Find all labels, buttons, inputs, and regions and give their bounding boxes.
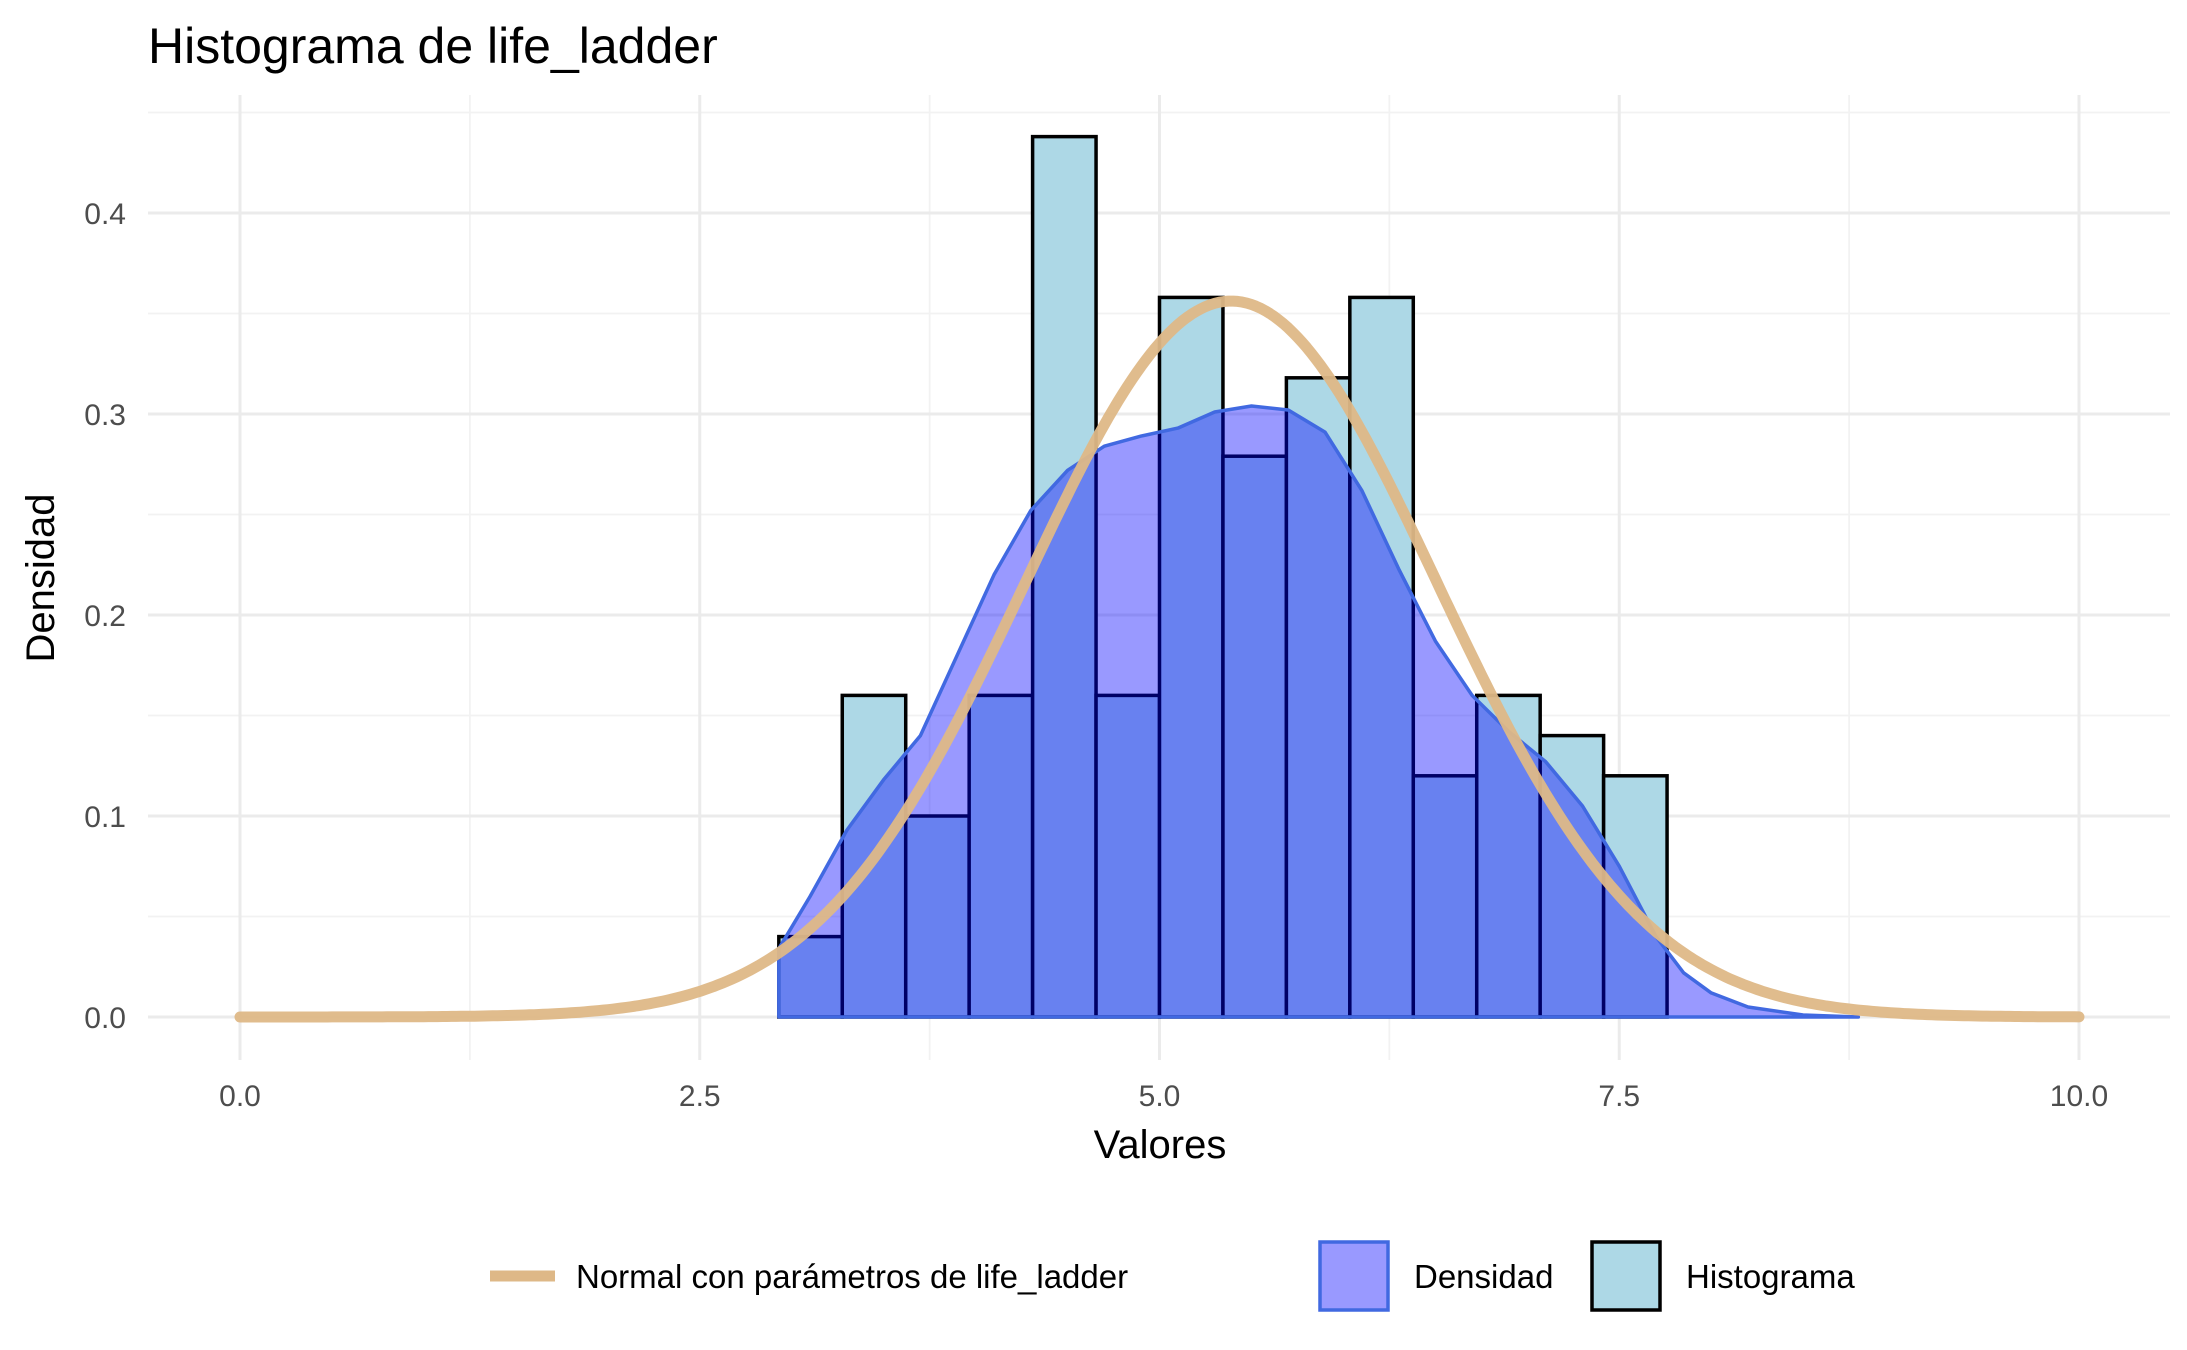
x-axis-title: Valores — [1094, 1123, 1227, 1167]
x-tick-label: 5.0 — [1139, 1080, 1181, 1113]
legend-label-histogram: Histograma — [1686, 1258, 1855, 1295]
legend-key-density — [1318, 1240, 1390, 1312]
y-tick-label: 0.3 — [84, 399, 126, 432]
x-tick-label: 2.5 — [679, 1080, 721, 1113]
histogram-bar — [1411, 774, 1479, 1019]
y-tick-label: 0.4 — [84, 198, 126, 231]
x-tick-label: 0.0 — [219, 1080, 261, 1113]
y-axis-ticks: 0.0 0.1 0.2 0.3 0.4 — [84, 198, 126, 1035]
x-axis-ticks: 0.0 2.5 5.0 7.5 10.0 — [219, 1080, 2108, 1113]
legend-label-density: Densidad — [1414, 1258, 1553, 1295]
x-tick-label: 10.0 — [2050, 1080, 2108, 1113]
legend-label-normal: Normal con parámetros de life_ladder — [576, 1258, 1128, 1295]
x-tick-label: 7.5 — [1598, 1080, 1640, 1113]
histogram-bar — [1284, 376, 1352, 1019]
legend-key-histogram — [1590, 1240, 1662, 1312]
y-tick-label: 0.0 — [84, 1002, 126, 1035]
histogram-bar — [967, 693, 1035, 1019]
y-axis-title: Densidad — [19, 493, 63, 662]
histogram-bar — [903, 814, 971, 1019]
histogram-bar — [1030, 134, 1098, 1019]
density-area — [777, 404, 1861, 1019]
histogram-bar — [1348, 295, 1416, 1019]
normal-series — [234, 295, 2085, 1023]
histogram-bar — [1157, 295, 1225, 1019]
y-tick-label: 0.1 — [84, 801, 126, 834]
chart-title: Histograma de life_ladder — [148, 18, 718, 74]
y-tick-label: 0.2 — [84, 600, 126, 633]
normal-curve — [234, 295, 2085, 1023]
density-series — [777, 404, 1861, 1019]
legend: Normal con parámetros de life_ladder Dens… — [490, 1240, 1855, 1312]
